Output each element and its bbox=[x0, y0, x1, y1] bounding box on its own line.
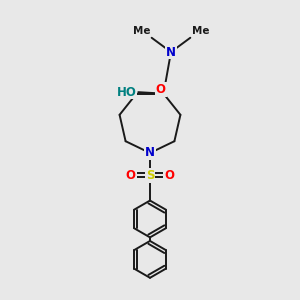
Text: N: N bbox=[145, 146, 155, 160]
Text: O: O bbox=[164, 169, 174, 182]
Text: O: O bbox=[126, 169, 136, 182]
Text: Me: Me bbox=[133, 26, 150, 36]
Text: S: S bbox=[146, 169, 154, 182]
Text: HO: HO bbox=[117, 86, 137, 99]
Text: N: N bbox=[166, 46, 176, 59]
Text: Me: Me bbox=[192, 26, 209, 36]
Text: O: O bbox=[156, 83, 166, 96]
